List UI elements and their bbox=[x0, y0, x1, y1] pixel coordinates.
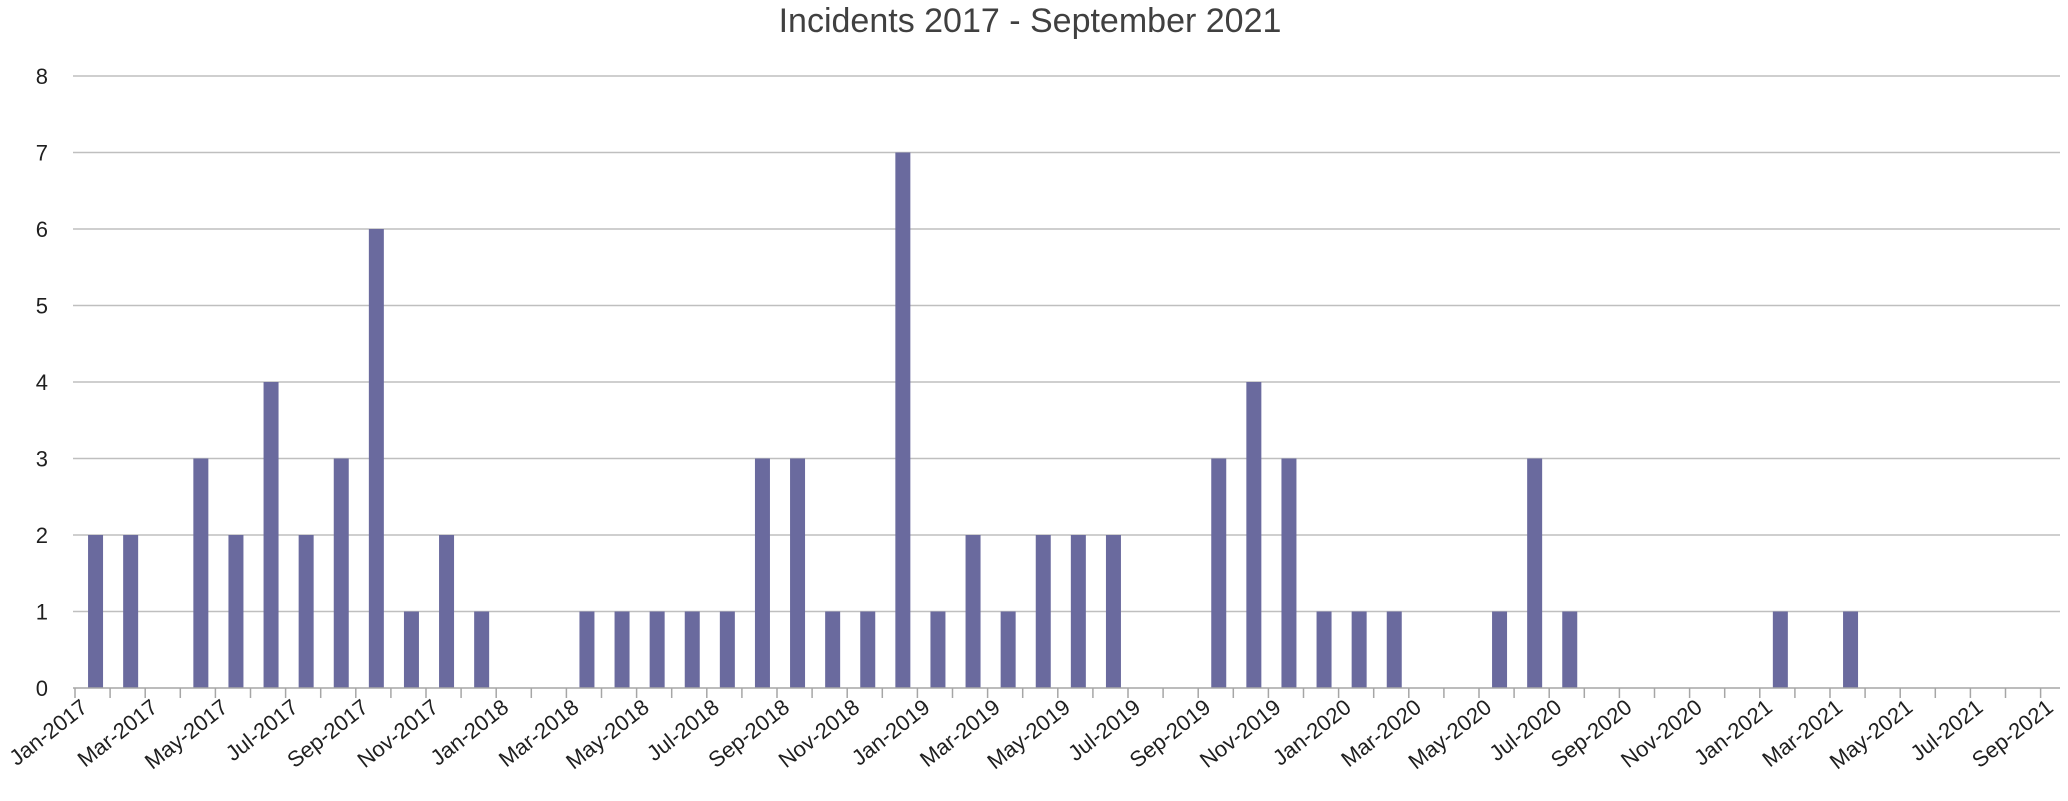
bar-Mar-2019 bbox=[1000, 611, 1016, 688]
bar-Jun-2018 bbox=[684, 611, 700, 688]
bar-Apr-2018 bbox=[614, 611, 630, 688]
bar-Apr-2019 bbox=[1035, 535, 1051, 688]
bar-Sep-2017 bbox=[368, 229, 384, 688]
y-tick-label: 4 bbox=[36, 370, 48, 395]
bar-Jan-2019 bbox=[930, 611, 946, 688]
bar-Aug-2017 bbox=[333, 458, 349, 688]
y-tick-label: 2 bbox=[36, 523, 48, 548]
bar-Dec-2018 bbox=[895, 152, 911, 688]
y-tick-label: 1 bbox=[36, 600, 48, 625]
chart-title: Incidents 2017 - September 2021 bbox=[779, 2, 1282, 40]
bar-May-2018 bbox=[649, 611, 665, 688]
y-tick-label: 6 bbox=[36, 217, 48, 242]
bar-Jan-2021 bbox=[1772, 611, 1788, 688]
bar-Jul-2017 bbox=[298, 535, 314, 688]
bar-Sep-2018 bbox=[790, 458, 806, 688]
y-tick-label: 5 bbox=[36, 294, 48, 319]
bar-Mar-2021 bbox=[1843, 611, 1859, 688]
bar-Apr-2017 bbox=[193, 458, 209, 688]
bar-Jul-2018 bbox=[719, 611, 735, 688]
bar-Aug-2018 bbox=[754, 458, 770, 688]
gridlines bbox=[73, 75, 2060, 613]
bars bbox=[88, 152, 1859, 688]
y-tick-label: 0 bbox=[36, 676, 48, 701]
bar-Jun-2020 bbox=[1527, 458, 1543, 688]
bar-Feb-2017 bbox=[123, 535, 139, 688]
bar-Jan-2017 bbox=[88, 535, 104, 688]
bar-Oct-2017 bbox=[403, 611, 419, 688]
bar-Sep-2019 bbox=[1211, 458, 1227, 688]
x-axis bbox=[73, 687, 2060, 698]
bar-Mar-2018 bbox=[579, 611, 595, 688]
bar-Feb-2020 bbox=[1386, 611, 1402, 688]
bar-Jul-2020 bbox=[1562, 611, 1578, 688]
bar-May-2017 bbox=[228, 535, 244, 688]
y-tick-label: 3 bbox=[36, 447, 48, 472]
y-tick-label: 8 bbox=[36, 64, 48, 89]
bar-Nov-2018 bbox=[860, 611, 876, 688]
bar-Nov-2019 bbox=[1281, 458, 1297, 688]
bar-Jun-2019 bbox=[1105, 535, 1121, 688]
bar-Jun-2017 bbox=[263, 382, 279, 688]
y-axis-ticks: 0 1 2 3 4 5 6 7 8 bbox=[36, 64, 48, 701]
y-tick-label: 7 bbox=[36, 141, 48, 166]
bar-Jan-2020 bbox=[1351, 611, 1367, 688]
bar-Oct-2019 bbox=[1246, 382, 1262, 688]
x-axis-ticks: Jan-2017Mar-2017May-2017Jul-2017Sep-2017… bbox=[4, 694, 2057, 774]
bar-Nov-2017 bbox=[439, 535, 455, 688]
bar-Oct-2018 bbox=[825, 611, 841, 688]
bar-May-2020 bbox=[1492, 611, 1508, 688]
bar-Dec-2019 bbox=[1316, 611, 1332, 688]
bar-May-2019 bbox=[1070, 535, 1086, 688]
bar-Feb-2019 bbox=[965, 535, 981, 688]
bar-Dec-2017 bbox=[474, 611, 490, 688]
